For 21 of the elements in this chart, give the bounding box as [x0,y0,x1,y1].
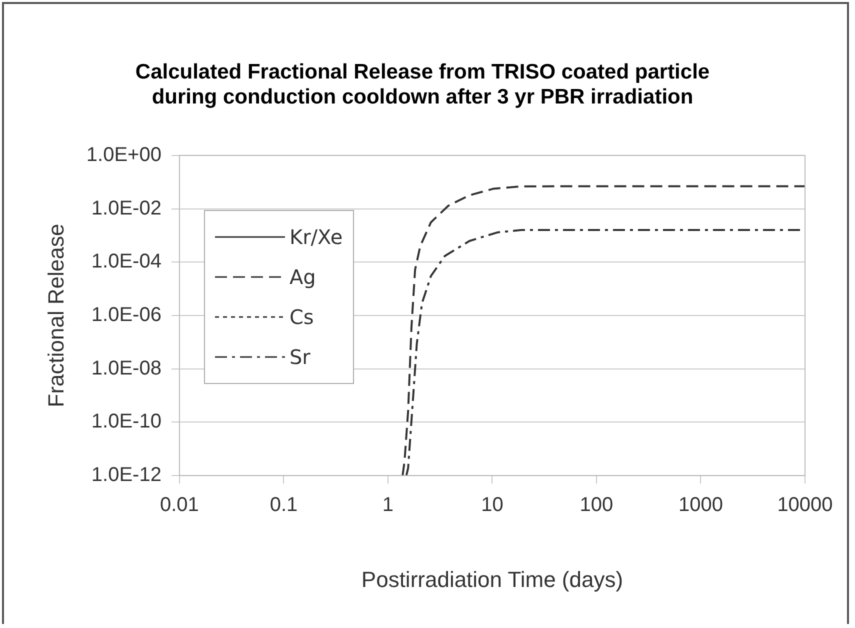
x-tick-label: 0.1 [270,494,298,516]
legend-label: Ag [289,265,316,290]
x-tick-label: 10 [481,494,504,516]
legend-label: Sr [289,345,310,370]
legend-label: Cs [289,305,314,330]
x-tick-label: 0.01 [160,494,199,516]
y-tick-label: 1.0E-02 [91,197,162,220]
y-tick-label: 1.0E-12 [91,464,162,486]
x-tick-label: 100 [580,494,614,516]
y-tick-label: 1.0E-08 [91,357,162,380]
legend-label: Kr/Xe [289,225,343,250]
y-tick-label: 1.0E-10 [91,410,162,433]
y-tick-label: 1.0E-06 [91,304,162,326]
x-tick-label: 1000 [678,494,723,516]
y-tick-label: 1.0E+00 [86,144,162,166]
x-tick-label: 10000 [777,494,833,516]
chart-title: Calculated Fractional Release from TRISO coated particle during conduction cooldown after 3 yr PBR irradiation [135,60,710,109]
x-tick-label: 1 [382,494,394,516]
y-tick-label: 1.0E-04 [91,250,162,273]
y-axis-title: Fractional Release [43,224,68,408]
x-axis-title: Postirradiation Time (days) [361,566,624,592]
